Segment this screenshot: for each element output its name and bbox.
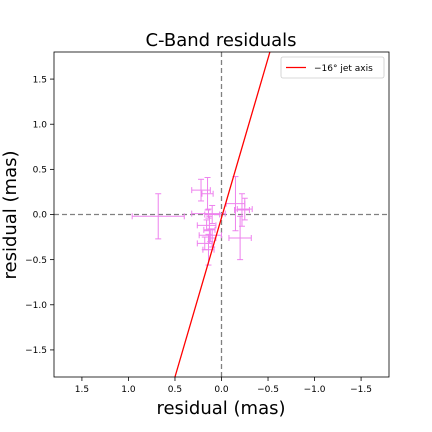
error-bar-point (204, 204, 221, 225)
x-tick-label: 1.0 (121, 385, 136, 395)
plot-area (54, 51, 389, 378)
y-axis-label: residual (mas) (0, 150, 21, 279)
y-tick-label: 1.0 (33, 120, 48, 130)
x-tick-label: −0.5 (257, 385, 279, 395)
error-bar-point (201, 176, 214, 211)
x-axis-label: residual (mas) (156, 398, 285, 419)
y-tick-label: 1.5 (33, 75, 47, 85)
error-bar-point (196, 219, 217, 232)
x-tick-label: −1.5 (350, 385, 372, 395)
error-bar-point (236, 197, 253, 221)
y-tick-label: −1.5 (25, 346, 47, 356)
y-tick-label: 0.5 (33, 166, 47, 176)
x-tick-label: 0.5 (168, 385, 182, 395)
legend-jet-axis-label: −16° jet axis (314, 64, 373, 74)
x-tick-label: 1.5 (75, 385, 89, 395)
legend-box (280, 56, 385, 79)
chart-title: C-Band residuals (145, 30, 296, 51)
ticks: 1.5 1.0 0.5 0.0 −0.5 −1.0 −1.5 1.5 1.0 0.5 0.0 −0.5… (25, 75, 372, 395)
error-bar-point (131, 193, 185, 240)
error-bar-point (228, 215, 252, 261)
y-tick-label: −0.5 (25, 256, 47, 266)
y-tick-label: 0.0 (33, 211, 48, 221)
error-bar-point (191, 178, 211, 202)
y-tick-label: −1.0 (25, 301, 47, 311)
x-tick-label: 0.0 (214, 385, 229, 395)
jet-axis-line (174, 51, 271, 378)
error-bar-point (203, 215, 216, 244)
x-tick-label: −1.0 (304, 385, 326, 395)
legend: −16° jet axis (280, 56, 385, 79)
